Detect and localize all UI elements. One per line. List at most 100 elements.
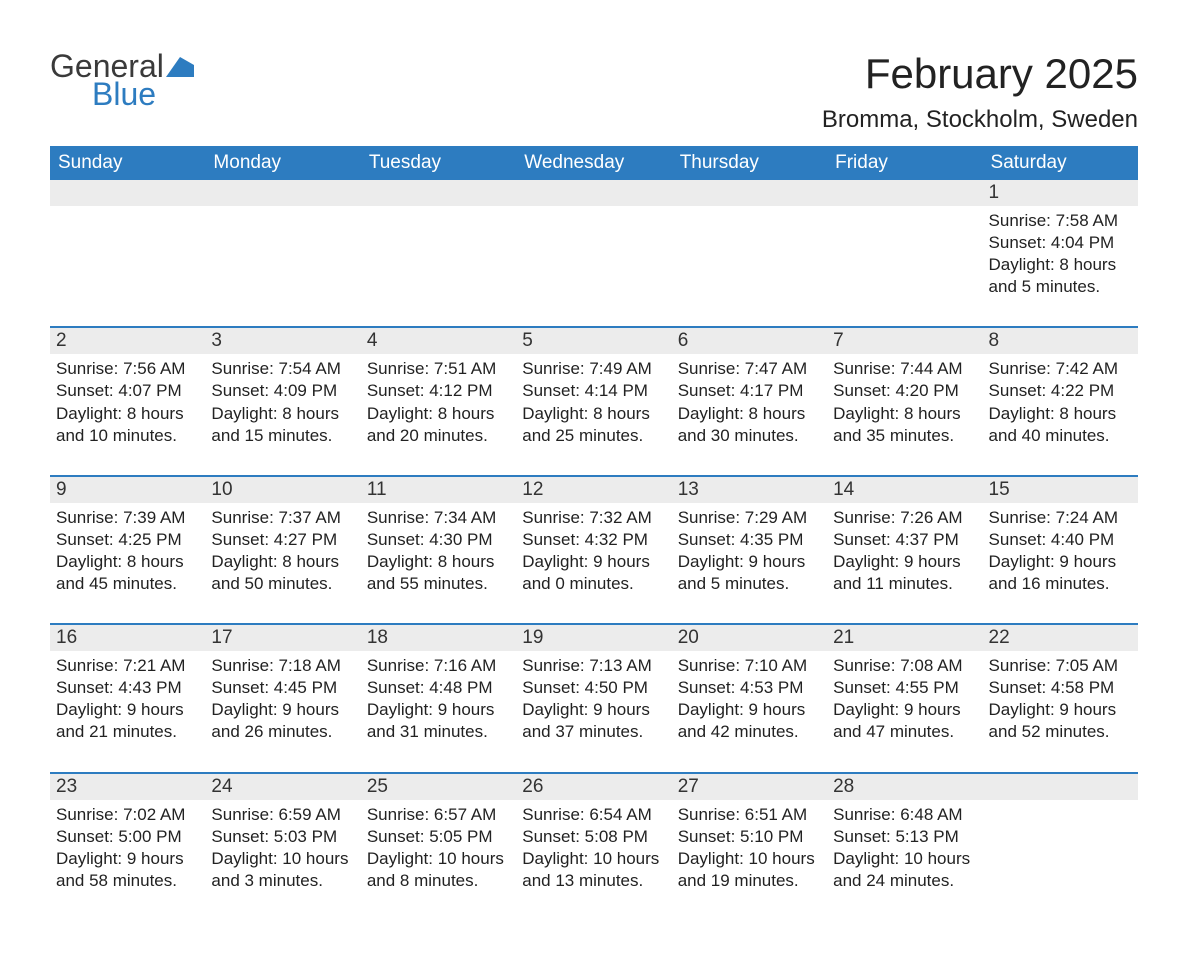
sunset-text: Sunset: 4:17 PM [678, 380, 821, 402]
daylight-text-1: Daylight: 8 hours [522, 403, 665, 425]
daylight-text-1: Daylight: 8 hours [833, 403, 976, 425]
day-number: 18 [361, 624, 516, 651]
day-number: 11 [361, 476, 516, 503]
week-number-row: 232425262728 [50, 773, 1138, 800]
sunrise-text: Sunrise: 7:54 AM [211, 358, 354, 380]
day-details: Sunrise: 7:29 AMSunset: 4:35 PMDaylight:… [672, 503, 827, 624]
day-details: Sunrise: 7:13 AMSunset: 4:50 PMDaylight:… [516, 651, 671, 772]
daylight-text-1: Daylight: 9 hours [678, 699, 821, 721]
day-details: Sunrise: 7:24 AMSunset: 4:40 PMDaylight:… [983, 503, 1138, 624]
daylight-text-2: and 10 minutes. [56, 425, 199, 447]
sunrise-text: Sunrise: 6:59 AM [211, 804, 354, 826]
day-number: 20 [672, 624, 827, 651]
sunset-text: Sunset: 4:04 PM [989, 232, 1132, 254]
daylight-text-2: and 16 minutes. [989, 573, 1132, 595]
week-number-row: 1 [50, 180, 1138, 206]
sunset-text: Sunset: 4:37 PM [833, 529, 976, 551]
daylight-text-2: and 15 minutes. [211, 425, 354, 447]
day-details: Sunrise: 7:37 AMSunset: 4:27 PMDaylight:… [205, 503, 360, 624]
daylight-text-1: Daylight: 10 hours [367, 848, 510, 870]
daylight-text-1: Daylight: 9 hours [522, 699, 665, 721]
sunrise-text: Sunrise: 7:56 AM [56, 358, 199, 380]
daylight-text-1: Daylight: 10 hours [522, 848, 665, 870]
day-number: 25 [361, 773, 516, 800]
daylight-text-2: and 5 minutes. [989, 276, 1132, 298]
daylight-text-2: and 40 minutes. [989, 425, 1132, 447]
day-details: Sunrise: 7:51 AMSunset: 4:12 PMDaylight:… [361, 354, 516, 475]
daylight-text-1: Daylight: 9 hours [56, 699, 199, 721]
sunset-text: Sunset: 5:03 PM [211, 826, 354, 848]
daylight-text-2: and 21 minutes. [56, 721, 199, 743]
sunrise-text: Sunrise: 7:08 AM [833, 655, 976, 677]
day-details: Sunrise: 7:49 AMSunset: 4:14 PMDaylight:… [516, 354, 671, 475]
location-text: Bromma, Stockholm, Sweden [822, 106, 1138, 134]
daylight-text-1: Daylight: 9 hours [989, 699, 1132, 721]
week-details-row: Sunrise: 7:39 AMSunset: 4:25 PMDaylight:… [50, 503, 1138, 624]
daylight-text-2: and 42 minutes. [678, 721, 821, 743]
daylight-text-2: and 19 minutes. [678, 870, 821, 892]
daylight-text-1: Daylight: 8 hours [211, 403, 354, 425]
day-number: 10 [205, 476, 360, 503]
col-monday: Monday [205, 146, 360, 180]
sunset-text: Sunset: 5:05 PM [367, 826, 510, 848]
sunset-text: Sunset: 4:14 PM [522, 380, 665, 402]
daylight-text-1: Daylight: 8 hours [678, 403, 821, 425]
week-details-row: Sunrise: 7:58 AMSunset: 4:04 PMDaylight:… [50, 206, 1138, 327]
day-details: Sunrise: 7:21 AMSunset: 4:43 PMDaylight:… [50, 651, 205, 772]
day-details: Sunrise: 7:02 AMSunset: 5:00 PMDaylight:… [50, 800, 205, 920]
sunset-text: Sunset: 4:20 PM [833, 380, 976, 402]
day-number: 28 [827, 773, 982, 800]
day-number: 1 [983, 180, 1138, 206]
col-friday: Friday [827, 146, 982, 180]
calendar-table: Sunday Monday Tuesday Wednesday Thursday… [50, 146, 1138, 920]
empty-day [50, 180, 205, 206]
empty-day [361, 206, 516, 327]
sunrise-text: Sunrise: 7:13 AM [522, 655, 665, 677]
daylight-text-1: Daylight: 10 hours [833, 848, 976, 870]
day-number: 27 [672, 773, 827, 800]
sunset-text: Sunset: 4:22 PM [989, 380, 1132, 402]
daylight-text-1: Daylight: 10 hours [211, 848, 354, 870]
daylight-text-2: and 0 minutes. [522, 573, 665, 595]
page-title: February 2025 [822, 50, 1138, 98]
day-details: Sunrise: 6:51 AMSunset: 5:10 PMDaylight:… [672, 800, 827, 920]
day-details: Sunrise: 7:34 AMSunset: 4:30 PMDaylight:… [361, 503, 516, 624]
day-number: 15 [983, 476, 1138, 503]
day-details: Sunrise: 7:10 AMSunset: 4:53 PMDaylight:… [672, 651, 827, 772]
calendar-header: Sunday Monday Tuesday Wednesday Thursday… [50, 146, 1138, 180]
col-wednesday: Wednesday [516, 146, 671, 180]
day-details: Sunrise: 7:42 AMSunset: 4:22 PMDaylight:… [983, 354, 1138, 475]
day-number: 17 [205, 624, 360, 651]
header-row: General Blue February 2025 Bromma, Stock… [50, 50, 1138, 146]
daylight-text-2: and 58 minutes. [56, 870, 199, 892]
empty-day [516, 206, 671, 327]
day-details: Sunrise: 6:57 AMSunset: 5:05 PMDaylight:… [361, 800, 516, 920]
col-thursday: Thursday [672, 146, 827, 180]
sunrise-text: Sunrise: 7:44 AM [833, 358, 976, 380]
col-tuesday: Tuesday [361, 146, 516, 180]
daylight-text-1: Daylight: 9 hours [678, 551, 821, 573]
day-details: Sunrise: 7:39 AMSunset: 4:25 PMDaylight:… [50, 503, 205, 624]
sunrise-text: Sunrise: 7:42 AM [989, 358, 1132, 380]
day-number: 24 [205, 773, 360, 800]
daylight-text-2: and 30 minutes. [678, 425, 821, 447]
empty-day [827, 206, 982, 327]
week-number-row: 2345678 [50, 327, 1138, 354]
day-number: 16 [50, 624, 205, 651]
daylight-text-1: Daylight: 8 hours [367, 403, 510, 425]
calendar-body: 1Sunrise: 7:58 AMSunset: 4:04 PMDaylight… [50, 180, 1138, 920]
daylight-text-1: Daylight: 9 hours [989, 551, 1132, 573]
daylight-text-1: Daylight: 8 hours [989, 403, 1132, 425]
day-number: 26 [516, 773, 671, 800]
sunrise-text: Sunrise: 7:10 AM [678, 655, 821, 677]
sunrise-text: Sunrise: 7:24 AM [989, 507, 1132, 529]
daylight-text-1: Daylight: 9 hours [56, 848, 199, 870]
daylight-text-2: and 25 minutes. [522, 425, 665, 447]
day-number: 12 [516, 476, 671, 503]
col-saturday: Saturday [983, 146, 1138, 180]
daylight-text-2: and 37 minutes. [522, 721, 665, 743]
day-details: Sunrise: 7:32 AMSunset: 4:32 PMDaylight:… [516, 503, 671, 624]
sunrise-text: Sunrise: 7:05 AM [989, 655, 1132, 677]
day-number: 21 [827, 624, 982, 651]
daylight-text-2: and 31 minutes. [367, 721, 510, 743]
